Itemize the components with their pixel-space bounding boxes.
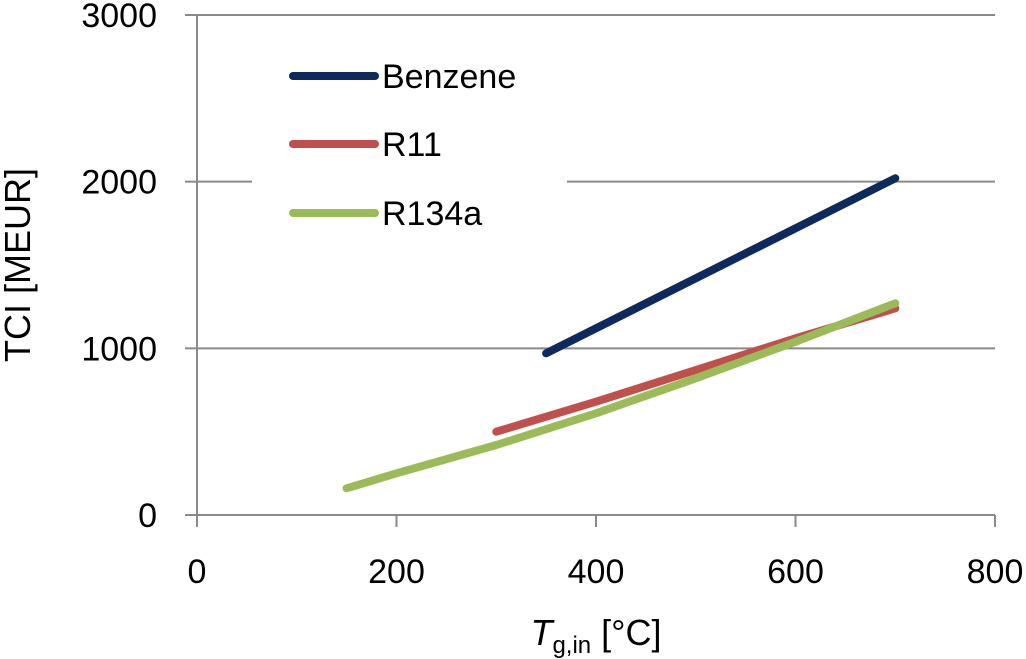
legend: Benzene R11 R134a [252,40,567,240]
y-tick-label: 1000 [81,330,157,368]
x-tick-label: 600 [767,553,824,591]
series-line-r134a [342,299,900,493]
x-axis-title: Tg,in [°C] [530,612,661,659]
y-tick-label: 2000 [81,164,157,202]
series-line-benzene [542,174,900,358]
tick-labels: 0 1000 2000 3000 0 200 400 600 800 [81,0,1023,591]
y-tick-label: 3000 [81,0,157,35]
x-tick-label: 0 [188,553,207,591]
axes [185,14,996,527]
legend-label-r134a: R134a [382,195,482,233]
x-tick-label: 200 [368,553,425,591]
x-tick-label: 800 [967,553,1024,591]
series-layer [342,174,900,493]
x-tick-label: 400 [568,553,625,591]
y-axis-title: TCI [MEUR] [0,168,38,362]
x-axis-unit: [°C] [591,612,661,653]
y-tick-label: 0 [138,497,157,535]
x-axis-symbol: T [530,612,555,653]
legend-label-benzene: Benzene [382,58,516,96]
x-axis-subscript: g,in [552,632,591,659]
legend-label-r11: R11 [382,126,442,164]
